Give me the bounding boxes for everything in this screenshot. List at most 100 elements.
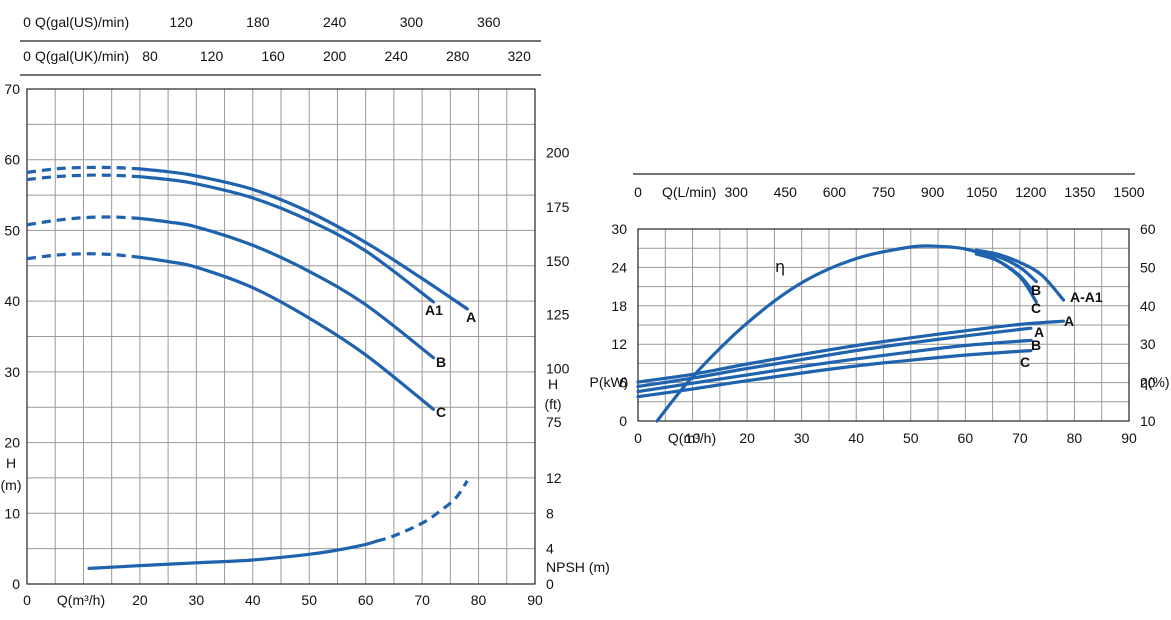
x-tick-label: 20 xyxy=(132,592,148,608)
eff-tick-label: 20 xyxy=(1140,375,1156,391)
y-tick-label: 40 xyxy=(4,293,20,309)
top-axis-tick-label: 120 xyxy=(200,48,224,64)
eff-tick-label: 10 xyxy=(1140,413,1156,429)
y-tick-label: 70 xyxy=(4,81,20,97)
y-tick-label: 50 xyxy=(4,222,20,238)
x-tick-label: 20 xyxy=(739,430,755,446)
y-tick-label: 20 xyxy=(4,435,20,451)
curve-label: B xyxy=(1031,337,1041,353)
x-axis-label: Q(m³/h) xyxy=(57,592,105,608)
top-axis-tick-label: 180 xyxy=(246,14,270,30)
y-tick-label: 10 xyxy=(4,505,20,521)
top-axis-tick-label: 300 xyxy=(400,14,424,30)
npsh-tick-label: 12 xyxy=(546,470,562,486)
power-tick-label: 24 xyxy=(611,259,627,275)
eff-tick-label: 30 xyxy=(1140,336,1156,352)
npsh-axis-label: NPSH (m) xyxy=(546,559,610,575)
top-axis-tick-label: 1200 xyxy=(1015,184,1046,200)
left-plot-frame xyxy=(26,88,536,585)
power-curve-a xyxy=(636,319,1066,384)
curve-npsh-dashed xyxy=(376,479,469,543)
x-tick-label: 50 xyxy=(903,430,919,446)
curve-npsh-solid xyxy=(87,539,379,570)
y-tick-label: 0 xyxy=(12,576,20,592)
top-axis-tick-label: 280 xyxy=(446,48,470,64)
right-chart: 0 10 20 30 40 50 60 70 80 90 Q(m³/h) 0 6 12 18 24 30 P(kW… xyxy=(590,173,1170,446)
curve-label: B xyxy=(436,354,446,370)
top-axis-zero: 0 xyxy=(23,48,31,64)
curve-label: C xyxy=(436,404,446,420)
curve-label: A xyxy=(466,309,476,325)
top-axis-label: Q(L/min) xyxy=(662,184,716,200)
curve-label: A xyxy=(1034,324,1044,340)
ft-tick-label: 150 xyxy=(546,253,570,269)
curve-label: C xyxy=(1031,300,1041,316)
top-axis-tick-label: 750 xyxy=(872,184,896,200)
curve-label: A-A1 xyxy=(1070,289,1103,305)
power-curve-c xyxy=(636,349,1033,399)
x-tick-label: 60 xyxy=(958,430,974,446)
power-tick-label: 12 xyxy=(611,336,627,352)
power-tick-label: 30 xyxy=(611,221,627,237)
ft-axis-label: (ft) xyxy=(544,396,561,412)
ft-tick-label: 175 xyxy=(546,199,570,215)
x-tick-label: 70 xyxy=(414,592,430,608)
top-axis-tick-label: 360 xyxy=(477,14,501,30)
eff-tick-label: 50 xyxy=(1140,259,1156,275)
x-tick-label: 40 xyxy=(848,430,864,446)
npsh-tick-label: 4 xyxy=(546,541,554,557)
x-tick-label: 0 xyxy=(634,430,642,446)
x-tick-label: 50 xyxy=(301,592,317,608)
top-axis-zero: 0 xyxy=(23,14,31,30)
ft-axis-label: H xyxy=(548,376,558,392)
top-axis-tick-label: 200 xyxy=(323,48,347,64)
x-axis-label: Q(m³/h) xyxy=(668,430,716,446)
curve-b-dashed xyxy=(26,215,140,227)
x-tick-label: 30 xyxy=(189,592,205,608)
ft-tick-label: 75 xyxy=(546,414,562,430)
y-axis-label: (m) xyxy=(1,477,22,493)
curve-c-solid xyxy=(138,255,435,411)
top-axis-tick-label: 450 xyxy=(774,184,798,200)
ft-tick-label: 200 xyxy=(546,145,570,161)
curve-b-solid xyxy=(138,216,435,360)
y-axis-label: H xyxy=(6,455,16,471)
curve-a1-dashed xyxy=(26,173,140,182)
right-plot-frame xyxy=(637,228,1130,422)
x-tick-label: 10 xyxy=(685,430,701,446)
top-axis-tick-label: 1500 xyxy=(1113,184,1144,200)
x-tick-label: 30 xyxy=(794,430,810,446)
top-axis-tick-label: 120 xyxy=(169,14,193,30)
y-tick-label: 30 xyxy=(4,364,20,380)
x-tick-label: 90 xyxy=(1121,430,1137,446)
x-tick-label: 0 xyxy=(23,592,31,608)
eff-curve-c xyxy=(974,252,1033,291)
power-tick-label: 18 xyxy=(611,298,627,314)
power-tick-label: 6 xyxy=(619,375,627,391)
eff-axis-label: η(%) xyxy=(1140,374,1170,390)
top-axis-tick-label: 1350 xyxy=(1064,184,1095,200)
curve-label: A xyxy=(1064,313,1074,329)
top-axis-tick-label: 1050 xyxy=(966,184,997,200)
curve-label: B xyxy=(1031,282,1041,298)
curve-label: C xyxy=(1020,354,1030,370)
x-tick-label: 60 xyxy=(358,592,374,608)
top-axis-zero: 0 xyxy=(634,184,642,200)
top-axis-tick-label: 240 xyxy=(384,48,408,64)
eff-curve-a-a1 xyxy=(974,248,1066,302)
curve-a1-solid xyxy=(138,175,435,304)
top-axis-label: Q(gal(UK)/min) xyxy=(35,48,129,64)
power-curve-b xyxy=(636,338,1033,394)
left-chart: 0 20 30 40 50 60 70 80 90Q(m³/h)010203040506070H… xyxy=(1,14,610,608)
power-axis-label: P(kW) xyxy=(590,374,629,390)
power-tick-label: 0 xyxy=(619,413,627,429)
ft-tick-label: 125 xyxy=(546,307,570,323)
y-tick-label: 60 xyxy=(4,152,20,168)
top-axis-tick-label: 80 xyxy=(142,48,158,64)
eff-tick-label: 40 xyxy=(1140,298,1156,314)
curve-label: η xyxy=(775,257,785,276)
eff-tick-label: 60 xyxy=(1140,221,1156,237)
top-axis-label: Q(gal(US)/min) xyxy=(35,14,129,30)
curve-a-solid xyxy=(138,167,469,311)
